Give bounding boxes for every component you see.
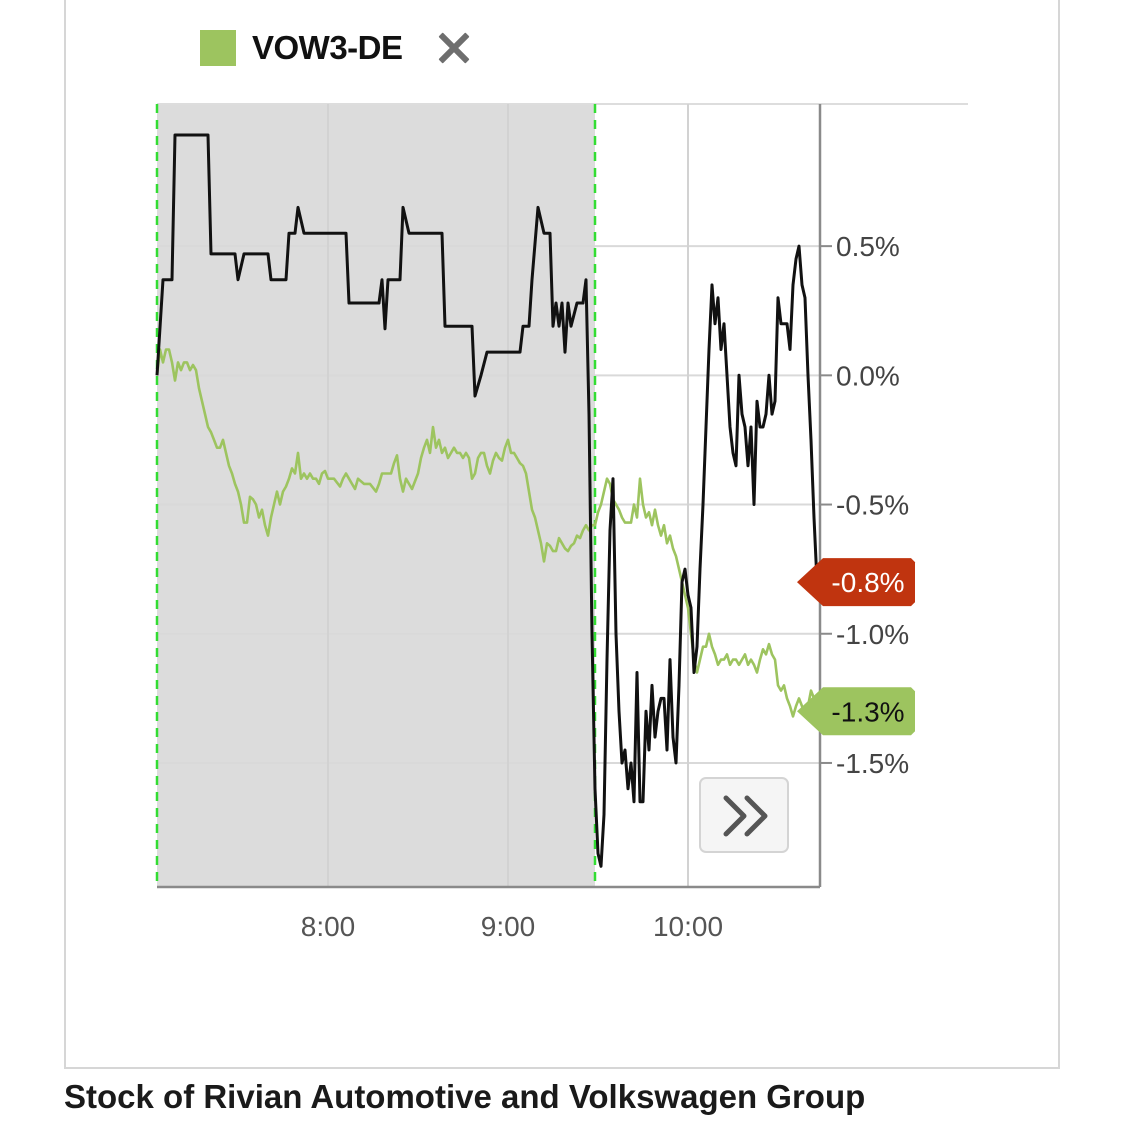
y-tick-label: -0.5% bbox=[836, 490, 909, 521]
end-value-labels: -0.8% -1.3% bbox=[797, 558, 915, 736]
x-tick-label: 8:00 bbox=[301, 911, 356, 942]
series-line-rivian bbox=[155, 133, 819, 868]
scroll-forward-button[interactable] bbox=[699, 777, 789, 853]
session-markers bbox=[155, 104, 597, 887]
end-value-label: -0.8% bbox=[831, 567, 904, 598]
end-value-badge-bg bbox=[797, 558, 915, 607]
y-tick-label: -1.0% bbox=[836, 619, 909, 650]
x-axis-ticks: 8:00 9:00 10:00 bbox=[301, 911, 723, 942]
series-lines bbox=[155, 133, 819, 868]
x-tick-label: 9:00 bbox=[481, 911, 536, 942]
legend: VOW3-DE bbox=[200, 28, 471, 68]
end-value-badge: -1.3% bbox=[797, 687, 915, 736]
legend-label: VOW3-DE bbox=[252, 29, 403, 66]
axes bbox=[157, 104, 822, 889]
y-tick-label: 0.5% bbox=[836, 231, 900, 262]
figure-caption: Stock of Rivian Automotive and Volkswage… bbox=[64, 1078, 866, 1115]
end-value-badge-bg bbox=[797, 687, 915, 736]
chart-frame bbox=[64, 0, 1060, 1069]
double-chevron-right-icon bbox=[723, 795, 768, 837]
end-value-badge: -0.8% bbox=[797, 558, 915, 607]
end-value-label: -1.3% bbox=[831, 696, 904, 727]
y-axis-ticks: 0.5% 0.0% -0.5% -1.0% -1.5% bbox=[820, 231, 909, 779]
premarket-shaded-region bbox=[157, 104, 595, 887]
series-line-vow3-de bbox=[155, 348, 819, 718]
y-tick-label: 0.0% bbox=[836, 360, 900, 391]
legend-swatch bbox=[200, 30, 236, 66]
x-tick-label: 10:00 bbox=[653, 911, 723, 942]
y-tick-label: -1.5% bbox=[836, 748, 909, 779]
